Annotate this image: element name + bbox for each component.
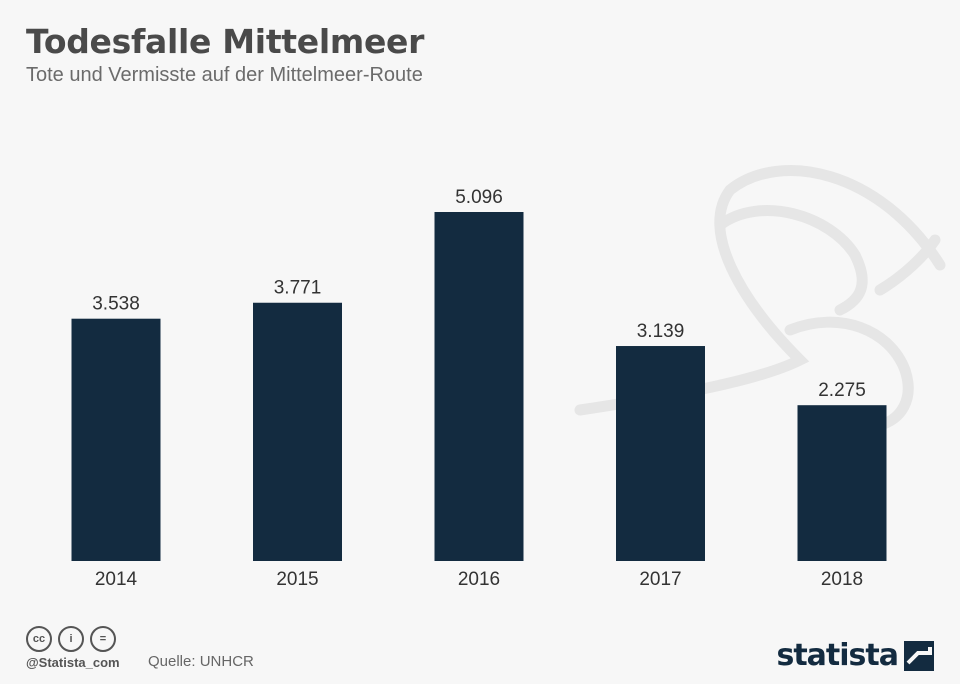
value-label-2015: 3.771 xyxy=(274,278,322,299)
value-label-2014: 3.538 xyxy=(92,294,140,315)
bar-2016 xyxy=(434,212,524,561)
by-icon[interactable]: i xyxy=(58,626,84,652)
x-axis-labels: 2014 2015 2016 2017 2018 xyxy=(95,569,863,590)
bars-group xyxy=(71,212,887,561)
x-tick-label-2017: 2017 xyxy=(639,569,681,590)
value-label-2016: 5.096 xyxy=(455,187,503,208)
nd-icon[interactable]: = xyxy=(90,626,116,652)
statista-brand[interactable]: statista xyxy=(776,638,934,673)
cc-icon[interactable]: cc xyxy=(26,626,52,652)
x-tick-label-2014: 2014 xyxy=(95,569,138,590)
source-note: Quelle: UNHCR xyxy=(148,653,254,670)
x-tick-label-2016: 2016 xyxy=(458,569,500,590)
bar-2017 xyxy=(616,346,705,561)
value-label-2018: 2.275 xyxy=(818,380,866,401)
x-tick-label-2015: 2015 xyxy=(276,569,318,590)
value-label-2017: 3.139 xyxy=(637,321,685,342)
brand-wordmark: statista xyxy=(776,638,899,673)
chart-title: Todesfalle Mittelmeer xyxy=(26,22,425,61)
chart-subtitle: Tote und Vermisste auf der Mittelmeer-Ro… xyxy=(26,64,423,86)
statista-handle[interactable]: @Statista_com xyxy=(26,655,120,670)
x-tick-label-2018: 2018 xyxy=(821,569,863,590)
value-labels-group: 3.538 3.771 5.096 3.139 2.275 xyxy=(92,187,866,401)
bar-2014 xyxy=(71,318,161,561)
bar-2015 xyxy=(253,302,342,561)
bar-2018 xyxy=(797,405,887,561)
wave-watermark-icon xyxy=(574,165,946,431)
statista-logo-icon xyxy=(904,640,934,671)
license-icons: cc i = xyxy=(26,626,116,652)
